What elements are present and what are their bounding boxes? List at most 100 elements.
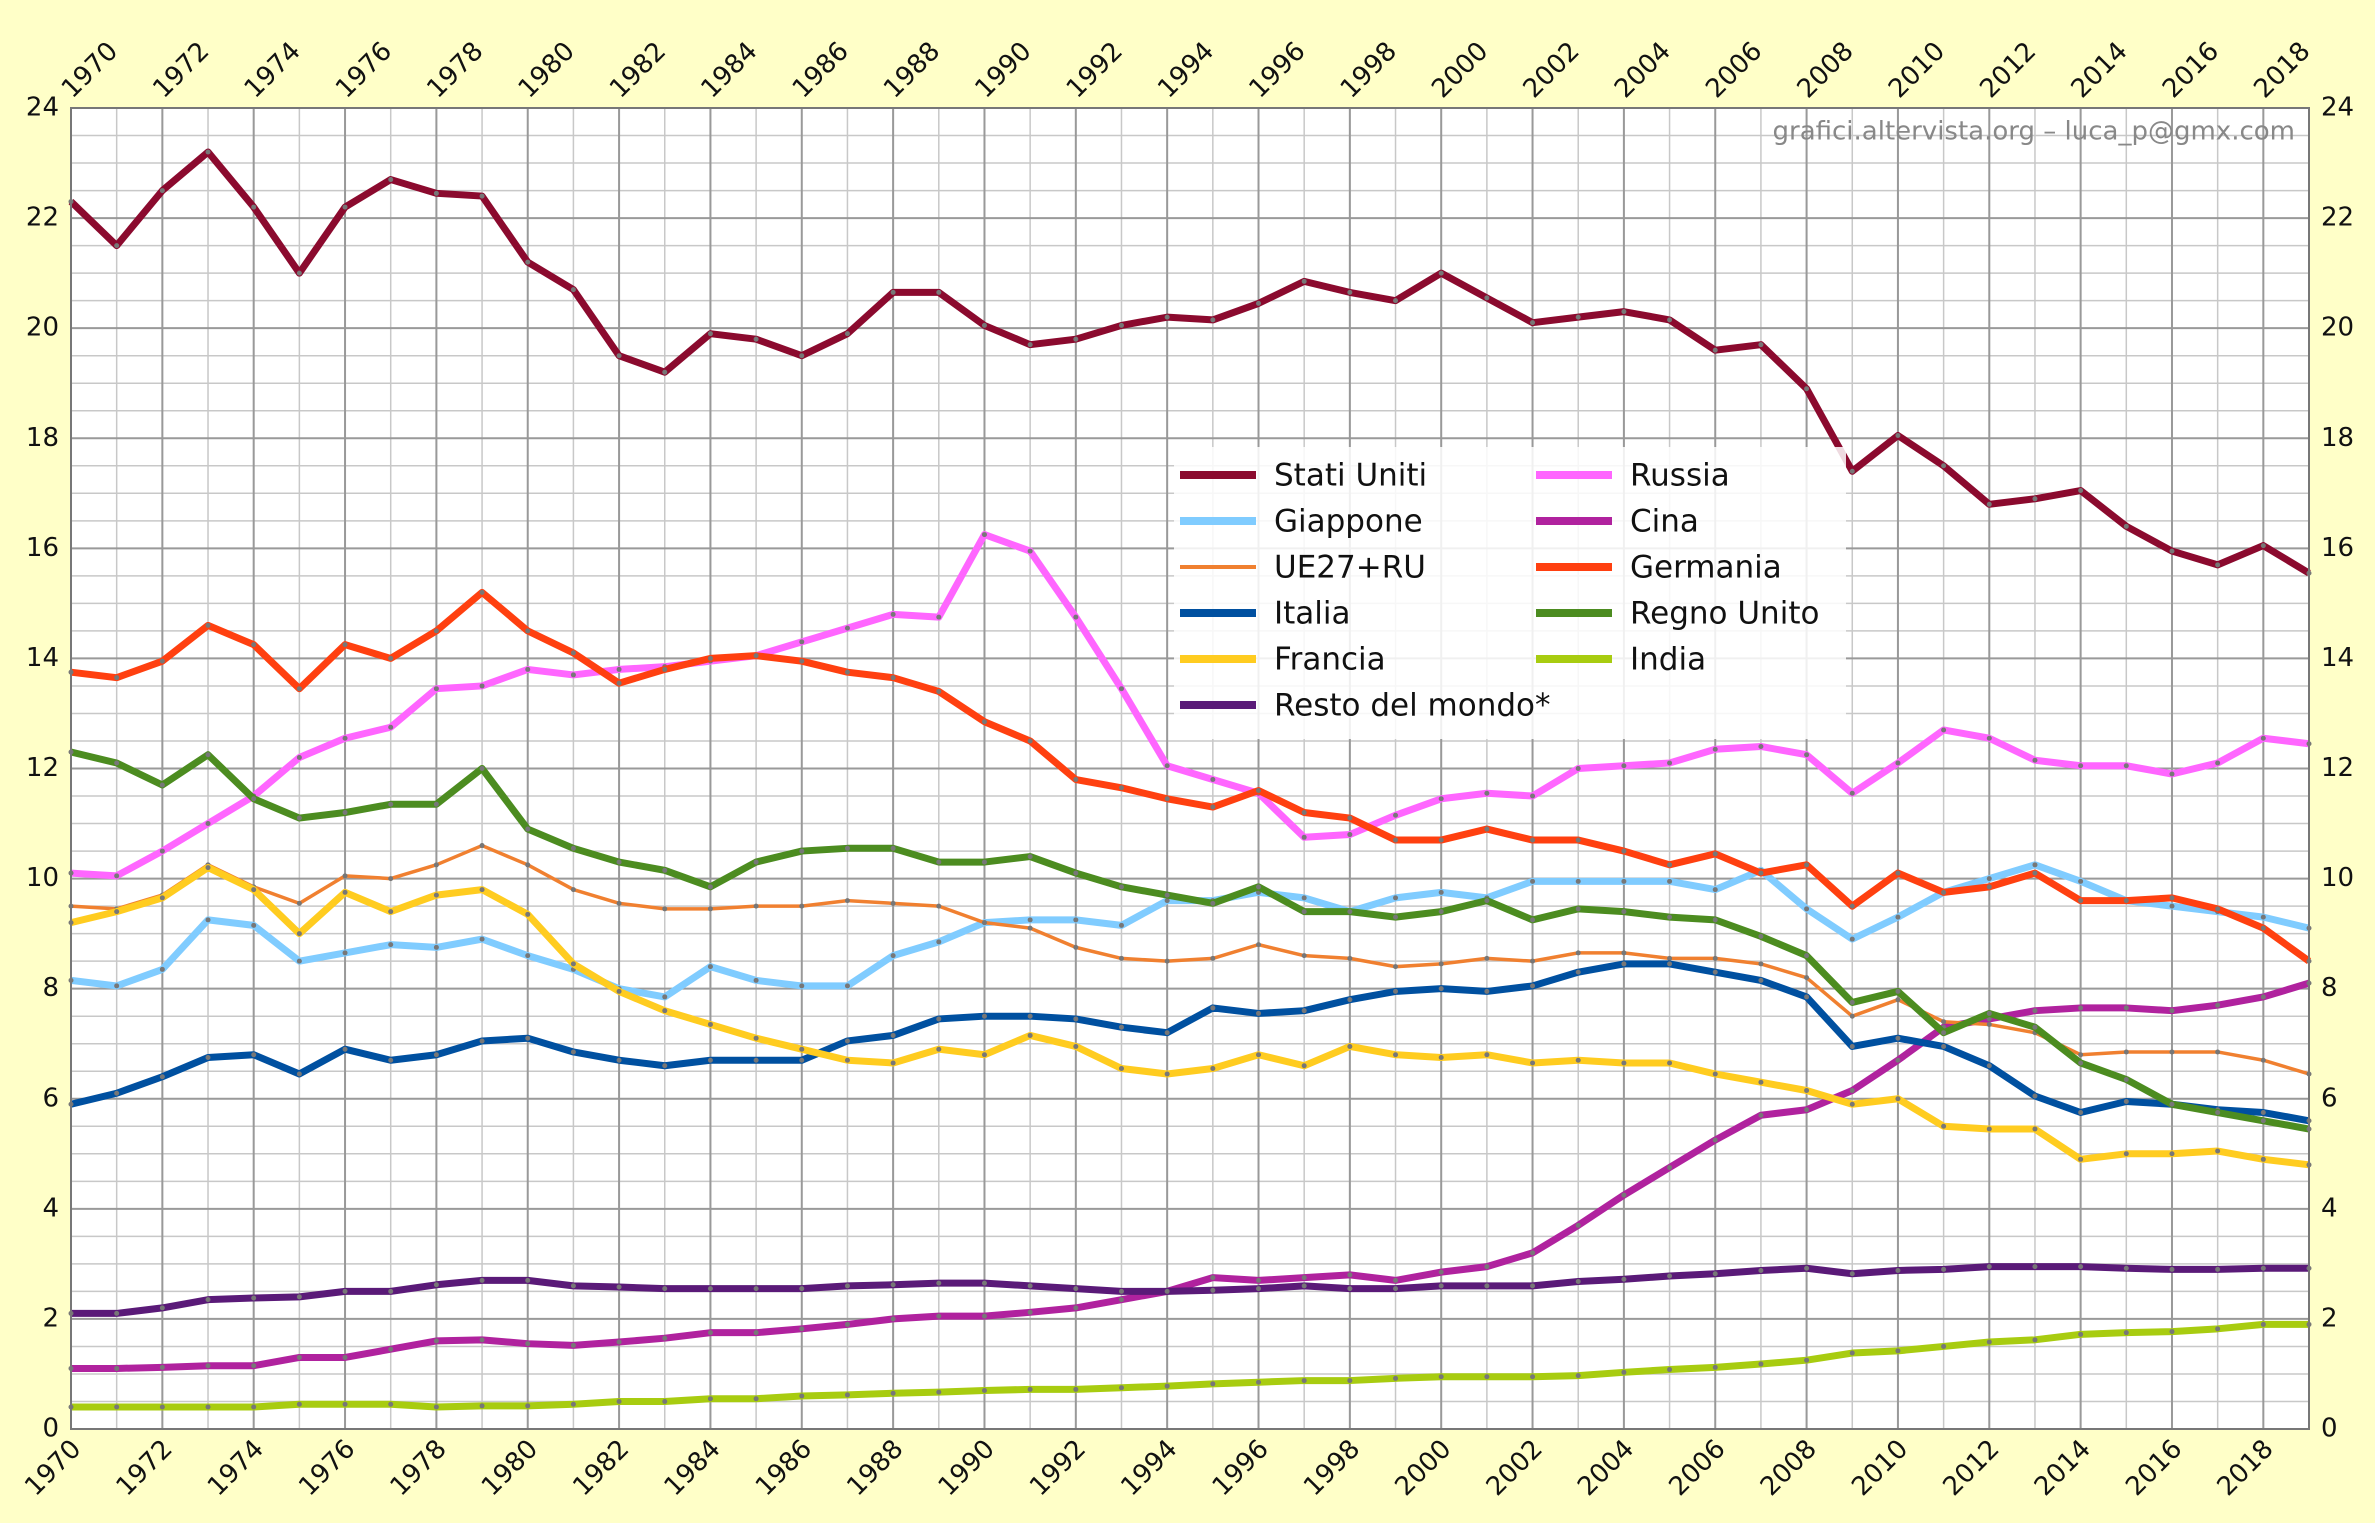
data-point: [433, 1404, 439, 1410]
data-point: [1027, 917, 1033, 923]
data-point: [388, 655, 394, 661]
data-point: [1210, 317, 1216, 323]
data-point: [1849, 1350, 1855, 1356]
data-point: [205, 149, 211, 155]
data-point: [1530, 878, 1536, 884]
data-point: [1347, 289, 1353, 295]
data-point: [1804, 953, 1810, 959]
data-point: [936, 859, 942, 865]
data-point: [205, 752, 211, 758]
data-point: [2078, 1156, 2084, 1162]
data-point: [844, 1283, 850, 1289]
data-point: [1484, 1283, 1490, 1289]
data-point: [616, 353, 622, 359]
data-point: [2169, 1329, 2175, 1335]
data-point: [799, 848, 805, 854]
data-point: [114, 1404, 120, 1410]
data-point: [1849, 1101, 1855, 1107]
data-point: [2032, 1093, 2038, 1099]
data-point: [1530, 917, 1536, 923]
data-point: [1484, 295, 1490, 301]
x-top-tick-label: 1976: [330, 36, 398, 104]
data-point: [2169, 548, 2175, 554]
data-point: [1484, 988, 1490, 994]
data-point: [1712, 347, 1718, 353]
data-point: [1256, 942, 1262, 948]
data-point: [1484, 955, 1490, 961]
data-point: [1849, 1043, 1855, 1049]
data-point: [753, 1286, 759, 1292]
data-point: [525, 628, 531, 634]
data-point: [890, 675, 896, 681]
data-point: [662, 1008, 668, 1014]
data-point: [342, 810, 348, 816]
data-point: [1804, 752, 1810, 758]
data-point: [570, 650, 576, 656]
data-point: [1712, 955, 1718, 961]
data-point: [479, 766, 485, 771]
data-point: [936, 1389, 942, 1395]
data-point: [433, 862, 439, 868]
data-point: [388, 942, 394, 948]
data-point: [433, 1052, 439, 1058]
data-point: [1895, 914, 1901, 920]
data-point: [707, 1021, 713, 1027]
data-point: [1895, 432, 1901, 438]
data-point: [1438, 1283, 1444, 1289]
data-point: [844, 669, 850, 675]
data-point: [1621, 309, 1627, 315]
data-point: [388, 876, 394, 882]
y2-tick-label: 22: [2321, 203, 2354, 233]
data-point: [1621, 1192, 1627, 1198]
data-point: [1804, 994, 1810, 1000]
data-point: [1073, 1386, 1079, 1392]
data-point: [1027, 342, 1033, 348]
data-point: [2215, 1148, 2221, 1154]
data-point: [844, 331, 850, 337]
data-point: [1438, 986, 1444, 992]
x-top-tick-label: 1992: [1061, 36, 1129, 104]
data-point: [1575, 878, 1581, 884]
plot-frame: [70, 107, 2310, 1430]
data-point: [296, 931, 302, 937]
data-point: [205, 1054, 211, 1060]
data-point: [1027, 1283, 1033, 1289]
series-line: [71, 1263, 2309, 1317]
data-point: [936, 289, 942, 295]
data-point: [1575, 906, 1581, 912]
data-point: [2078, 898, 2084, 904]
data-point: [1393, 812, 1399, 818]
data-point: [2169, 1266, 2175, 1272]
data-point: [1438, 1054, 1444, 1060]
data-point: [981, 1013, 987, 1019]
data-point: [1758, 961, 1764, 967]
data-point: [1164, 314, 1170, 320]
x-tick-label: 1980: [476, 1434, 544, 1502]
data-point: [1712, 887, 1718, 893]
data-point: [1621, 1276, 1627, 1282]
x-top-tick-label: 1978: [421, 36, 489, 104]
data-point: [1301, 895, 1307, 901]
data-point: [1301, 834, 1307, 840]
x-tick-label: 1978: [385, 1434, 453, 1502]
legend-label: Resto del mondo*: [1274, 688, 1551, 724]
data-point: [159, 1074, 165, 1080]
data-point: [753, 1330, 759, 1336]
data-point: [1712, 851, 1718, 857]
data-point: [251, 204, 257, 210]
data-point: [2260, 994, 2266, 1000]
data-point: [1393, 298, 1399, 304]
data-point: [844, 1038, 850, 1044]
data-point: [251, 1052, 257, 1058]
data-point: [936, 1016, 942, 1022]
data-point: [616, 1057, 622, 1063]
data-point: [1256, 1286, 1262, 1292]
x-top-tick-label: 1984: [695, 36, 763, 104]
x-tick-label: 2008: [1755, 1434, 1823, 1502]
data-point: [1986, 1264, 1992, 1270]
data-point: [525, 259, 531, 265]
data-point: [570, 1049, 576, 1055]
x-tick-label: 2014: [2029, 1434, 2097, 1502]
data-point: [2032, 496, 2038, 502]
data-point: [1164, 898, 1170, 904]
